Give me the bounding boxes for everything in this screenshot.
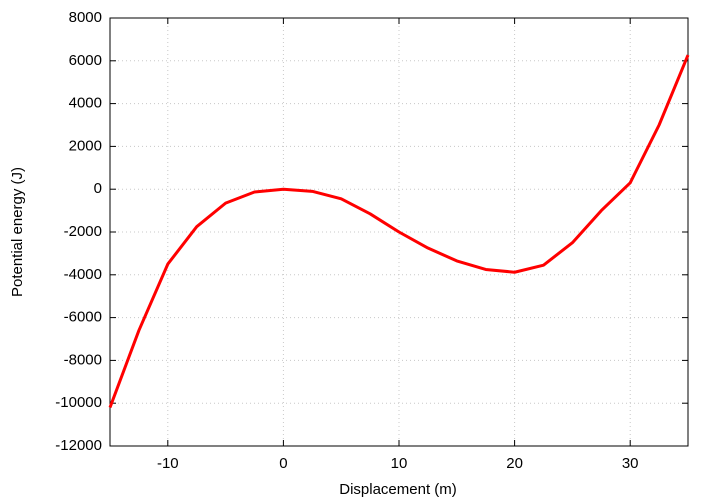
x-axis-label: Displacement (m) bbox=[339, 481, 457, 498]
y-tick-label: -8000 bbox=[64, 351, 102, 368]
y-tick-label: 0 bbox=[94, 180, 102, 197]
y-tick-label: -6000 bbox=[64, 309, 102, 326]
y-tick-label: 2000 bbox=[69, 137, 102, 154]
y-tick-label: 8000 bbox=[69, 9, 102, 26]
plot-border bbox=[109, 17, 689, 447]
x-tick-label: -10 bbox=[157, 455, 179, 472]
y-tick-label: -10000 bbox=[55, 394, 102, 411]
y-tick-label: -2000 bbox=[64, 223, 102, 240]
y-tick-label: -4000 bbox=[64, 266, 102, 283]
data-line bbox=[108, 54, 690, 409]
x-tick-label: 30 bbox=[622, 455, 639, 472]
y-tick-label: -12000 bbox=[55, 437, 102, 454]
y-axis-label: Potential energy (J) bbox=[9, 167, 26, 297]
y-tick-label: 4000 bbox=[69, 95, 102, 112]
x-tick-label: 10 bbox=[391, 455, 408, 472]
x-tick-label: 20 bbox=[506, 455, 523, 472]
y-tick-label: 6000 bbox=[69, 52, 102, 69]
x-tick-label: 0 bbox=[279, 455, 287, 472]
